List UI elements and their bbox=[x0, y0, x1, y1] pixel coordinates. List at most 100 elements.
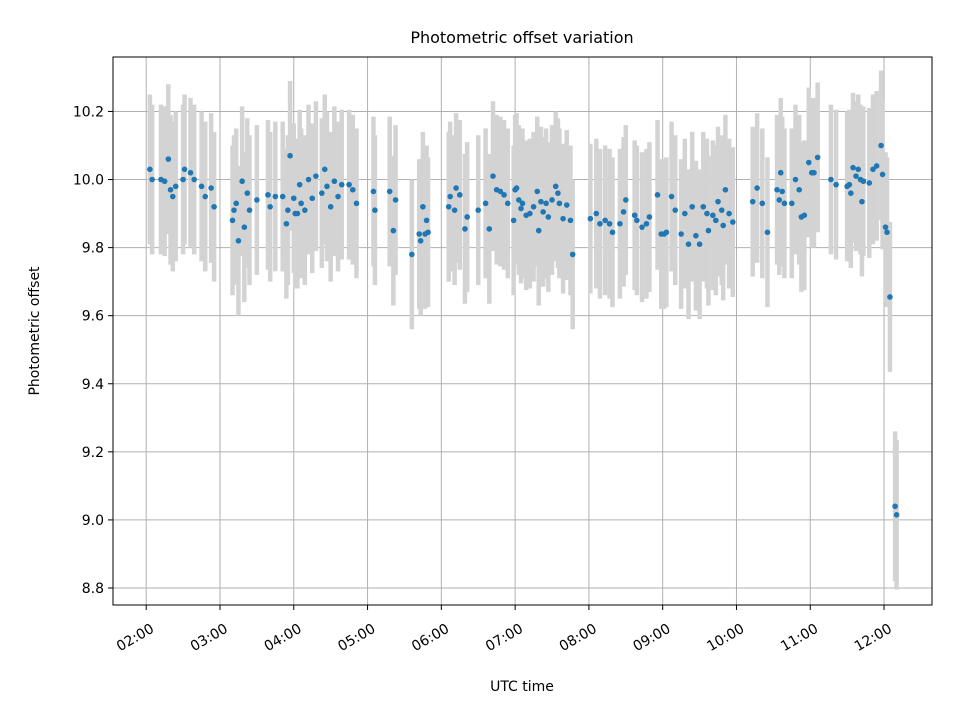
data-point bbox=[887, 294, 893, 300]
data-point bbox=[643, 220, 650, 227]
data-point bbox=[392, 197, 399, 203]
data-point bbox=[453, 185, 459, 191]
data-point bbox=[718, 207, 725, 213]
data-point bbox=[704, 210, 710, 217]
data-point bbox=[501, 192, 507, 198]
data-point bbox=[149, 176, 155, 183]
data-point bbox=[294, 210, 301, 217]
data-point bbox=[606, 220, 613, 227]
data-point bbox=[538, 198, 544, 205]
data-point bbox=[202, 193, 209, 200]
data-point bbox=[597, 220, 603, 227]
data-point bbox=[451, 207, 458, 213]
data-point bbox=[390, 227, 397, 234]
data-point bbox=[722, 186, 729, 193]
data-point bbox=[535, 227, 542, 234]
data-point bbox=[353, 200, 360, 207]
data-point bbox=[848, 190, 854, 196]
data-point bbox=[309, 195, 316, 202]
data-point bbox=[423, 217, 430, 224]
data-point bbox=[445, 203, 452, 210]
data-point bbox=[272, 193, 279, 200]
data-point bbox=[811, 169, 817, 176]
data-point bbox=[233, 200, 240, 207]
data-point bbox=[720, 222, 726, 229]
data-point bbox=[545, 214, 552, 220]
data-point bbox=[700, 203, 707, 210]
data-point bbox=[265, 192, 271, 198]
data-point bbox=[814, 154, 821, 161]
data-point bbox=[777, 169, 784, 176]
data-point bbox=[870, 166, 876, 173]
data-point bbox=[254, 197, 260, 203]
data-point bbox=[211, 203, 217, 210]
data-point bbox=[853, 173, 859, 179]
y-tick-label: 8.8 bbox=[82, 581, 104, 597]
y-tick-label: 9.0 bbox=[82, 513, 104, 529]
data-point bbox=[267, 203, 273, 210]
data-point bbox=[244, 190, 251, 196]
data-point bbox=[713, 217, 719, 224]
data-point bbox=[682, 210, 688, 217]
data-point bbox=[513, 185, 520, 191]
data-point bbox=[486, 226, 493, 232]
data-point bbox=[726, 210, 732, 217]
data-point bbox=[563, 202, 570, 208]
data-point bbox=[147, 166, 153, 173]
y-tick-label: 10.2 bbox=[73, 104, 104, 120]
data-point bbox=[560, 215, 566, 222]
data-point bbox=[622, 197, 629, 203]
data-point bbox=[420, 203, 426, 210]
data-point bbox=[878, 142, 884, 149]
data-point bbox=[828, 176, 834, 183]
data-point bbox=[892, 503, 898, 510]
data-point bbox=[349, 186, 356, 193]
data-point bbox=[710, 212, 716, 219]
data-point bbox=[631, 212, 638, 219]
data-point bbox=[654, 192, 661, 198]
data-point bbox=[696, 241, 703, 248]
data-point bbox=[409, 251, 415, 258]
data-point bbox=[882, 224, 889, 230]
data-point bbox=[587, 215, 594, 222]
data-point bbox=[893, 512, 900, 518]
data-point bbox=[327, 203, 334, 210]
data-point bbox=[246, 207, 253, 213]
data-point bbox=[305, 176, 312, 183]
data-point bbox=[567, 217, 574, 224]
data-point bbox=[279, 193, 286, 200]
data-point bbox=[319, 190, 325, 196]
data-point bbox=[617, 220, 623, 227]
data-point bbox=[180, 176, 186, 183]
data-point bbox=[668, 193, 675, 200]
data-point bbox=[759, 200, 766, 207]
data-point bbox=[805, 159, 812, 166]
y-tick-label: 10.0 bbox=[73, 173, 104, 189]
data-point bbox=[646, 214, 653, 220]
data-point bbox=[540, 209, 546, 215]
data-point bbox=[231, 207, 237, 213]
data-point bbox=[167, 186, 174, 193]
data-point bbox=[689, 203, 696, 210]
data-point bbox=[497, 188, 504, 195]
data-point bbox=[776, 197, 783, 203]
data-point bbox=[873, 163, 880, 169]
data-point bbox=[302, 207, 308, 213]
data-point bbox=[313, 173, 319, 179]
data-point bbox=[372, 207, 378, 213]
data-point bbox=[519, 200, 526, 207]
y-tick-label: 9.2 bbox=[82, 445, 104, 461]
data-point bbox=[298, 200, 304, 207]
data-point bbox=[693, 232, 699, 239]
data-point bbox=[779, 188, 786, 195]
data-point bbox=[792, 176, 799, 183]
data-point bbox=[556, 200, 563, 207]
data-point bbox=[749, 198, 756, 205]
data-point bbox=[283, 220, 290, 227]
x-axis-label: UTC time bbox=[490, 679, 554, 695]
data-point bbox=[846, 181, 853, 188]
data-point bbox=[663, 229, 670, 236]
data-point bbox=[464, 214, 470, 220]
data-point bbox=[634, 217, 640, 224]
